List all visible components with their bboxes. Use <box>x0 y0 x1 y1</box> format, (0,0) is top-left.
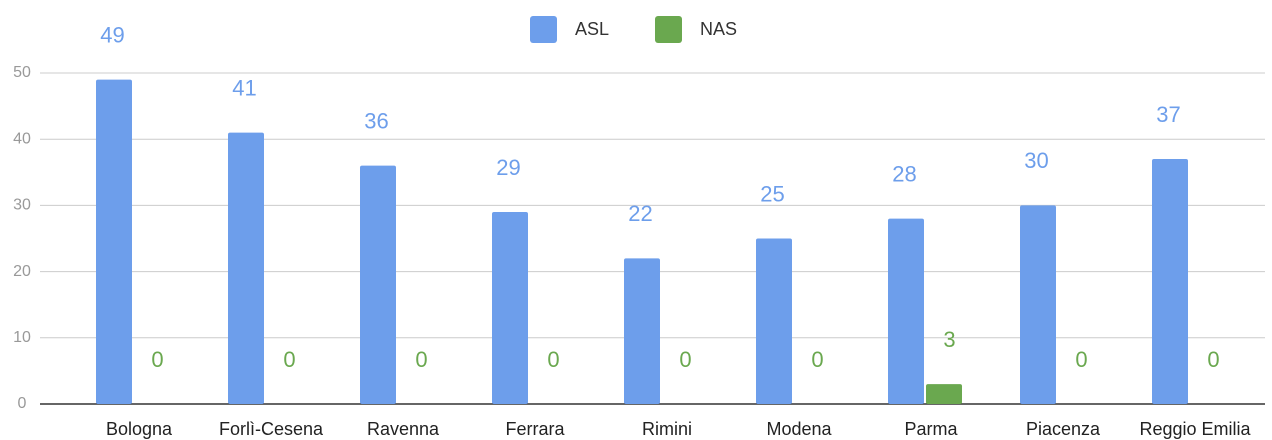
bar <box>1152 159 1188 404</box>
data-label: 0 <box>1075 347 1087 372</box>
legend-label: NAS <box>700 19 737 39</box>
bar <box>228 132 264 404</box>
y-tick-label: 0 <box>18 395 27 412</box>
x-tick-label: Rimini <box>642 419 692 439</box>
bar <box>1020 205 1056 404</box>
data-label: 3 <box>943 327 955 352</box>
data-label: 25 <box>760 181 784 206</box>
x-tick-label: Piacenza <box>1026 419 1101 439</box>
x-tick-label: Bologna <box>106 419 173 439</box>
data-label: 37 <box>1156 102 1180 127</box>
data-label: 0 <box>547 347 559 372</box>
data-label: 30 <box>1024 148 1048 173</box>
data-label: 0 <box>151 347 163 372</box>
data-label: 0 <box>679 347 691 372</box>
y-tick-label: 30 <box>13 197 31 214</box>
x-tick-label: Ferrara <box>505 419 565 439</box>
y-tick-label: 10 <box>13 329 31 346</box>
data-label: 0 <box>811 347 823 372</box>
x-tick-label: Ravenna <box>367 419 440 439</box>
bar <box>96 79 132 405</box>
bar <box>926 384 962 404</box>
data-label: 49 <box>100 22 124 47</box>
legend-swatch <box>655 16 682 43</box>
data-label: 41 <box>232 75 256 100</box>
legend-swatch <box>530 16 557 43</box>
x-tick-label: Parma <box>904 419 958 439</box>
bar <box>624 258 660 404</box>
y-tick-label: 40 <box>13 130 31 147</box>
x-tick-label: Reggio Emilia <box>1139 419 1251 439</box>
legend-label: ASL <box>575 19 609 39</box>
data-label: 0 <box>415 347 427 372</box>
data-label: 36 <box>364 108 388 133</box>
y-tick-label: 50 <box>13 64 31 81</box>
bar <box>360 165 396 404</box>
x-tick-label: Forlì-Cesena <box>219 419 324 439</box>
data-label: 22 <box>628 201 652 226</box>
data-label: 28 <box>892 161 916 186</box>
data-label: 0 <box>1207 347 1219 372</box>
bar <box>888 218 924 404</box>
data-label: 29 <box>496 155 520 180</box>
bar <box>492 212 528 404</box>
bar <box>756 238 792 404</box>
x-tick-label: Modena <box>766 419 832 439</box>
y-tick-label: 20 <box>13 263 31 280</box>
data-label: 0 <box>283 347 295 372</box>
